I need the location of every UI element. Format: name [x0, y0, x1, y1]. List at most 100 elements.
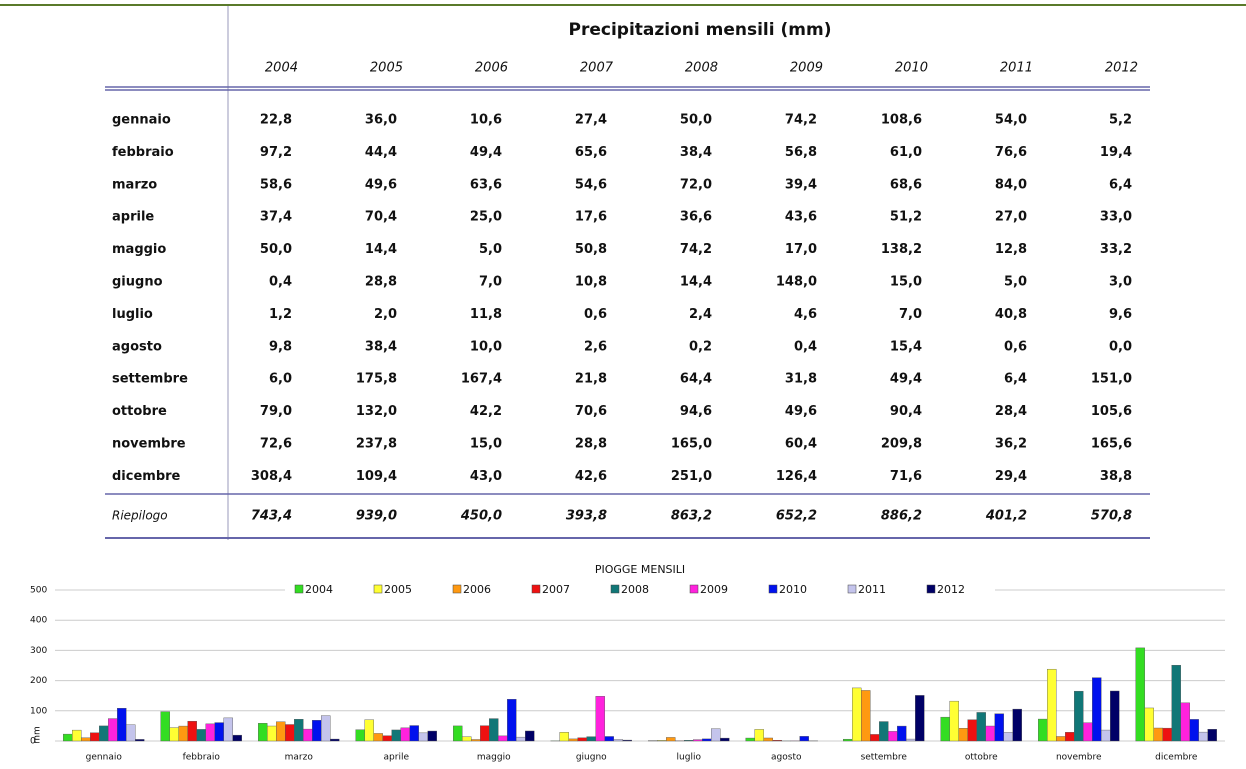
cell-value: 49,4 — [470, 145, 502, 160]
cell-value: 40,8 — [995, 307, 1027, 322]
cell-value: 251,0 — [671, 469, 712, 484]
bar — [63, 733, 73, 742]
bar — [1065, 732, 1075, 742]
bar — [72, 729, 82, 742]
cell-value: 65,6 — [575, 145, 607, 160]
bar — [657, 740, 667, 742]
bar — [267, 725, 277, 742]
cell-value: 308,4 — [251, 469, 292, 484]
bar — [711, 728, 721, 742]
cell-value: 58,6 — [260, 177, 292, 192]
cell-value: 37,4 — [260, 210, 292, 225]
bar — [843, 738, 853, 742]
cell-value: 74,2 — [785, 113, 817, 128]
bar — [214, 722, 224, 742]
cell-value: 27,4 — [575, 113, 607, 128]
cell-value: 50,8 — [575, 242, 607, 257]
bar — [223, 717, 233, 742]
bar — [994, 713, 1004, 742]
cell-value: 17,0 — [785, 242, 817, 257]
x-tick-label: febbraio — [183, 753, 221, 763]
bar — [958, 728, 968, 742]
bar — [471, 739, 481, 742]
cell-value: 2,6 — [584, 339, 607, 354]
bar — [604, 736, 614, 742]
cell-value: 9,8 — [269, 339, 292, 354]
bar — [90, 732, 100, 742]
column-header: 2011 — [1000, 61, 1033, 76]
summary-value: 863,2 — [671, 509, 712, 524]
row-label: novembre — [112, 437, 186, 452]
cell-value: 72,6 — [260, 437, 292, 452]
bar — [1074, 690, 1084, 742]
cell-value: 97,2 — [260, 145, 292, 160]
cell-value: 108,6 — [881, 113, 922, 128]
bar — [391, 729, 401, 742]
bar — [577, 737, 587, 742]
legend-label: 2012 — [937, 583, 965, 596]
cell-value: 49,6 — [785, 404, 817, 419]
bar — [586, 736, 596, 742]
bar — [1189, 719, 1199, 742]
bar — [187, 720, 197, 742]
cell-value: 6,0 — [269, 372, 292, 387]
cell-value: 5,0 — [1004, 275, 1027, 290]
row-label: dicembre — [112, 469, 181, 484]
cell-value: 15,0 — [470, 437, 502, 452]
row-label: febbraio — [112, 145, 174, 160]
bar — [684, 740, 694, 742]
row-label: giugno — [112, 275, 163, 290]
cell-value: 42,6 — [575, 469, 607, 484]
y-axis-label: mm — [33, 726, 43, 744]
cell-value: 70,4 — [365, 210, 397, 225]
x-tick-label: dicembre — [1155, 753, 1198, 763]
bar — [108, 718, 118, 742]
bar — [160, 711, 170, 742]
bar — [525, 730, 535, 742]
cell-value: 36,0 — [365, 113, 397, 128]
bar — [622, 739, 632, 742]
bar — [1101, 729, 1111, 742]
bar — [1180, 702, 1190, 742]
cell-value: 3,0 — [1109, 275, 1132, 290]
bar — [559, 732, 569, 742]
bar — [693, 739, 703, 742]
bar — [1153, 727, 1163, 742]
bar — [427, 730, 437, 742]
cell-value: 28,8 — [365, 275, 397, 290]
cell-value: 167,4 — [461, 372, 502, 387]
cell-value: 36,2 — [995, 437, 1027, 452]
cell-value: 39,4 — [785, 177, 817, 192]
bar — [879, 721, 889, 742]
cell-value: 54,6 — [575, 177, 607, 192]
summary-value: 886,2 — [881, 509, 922, 524]
legend-swatch — [373, 584, 383, 594]
cell-value: 138,2 — [881, 242, 922, 257]
cell-value: 0,2 — [689, 339, 712, 354]
bar — [799, 736, 809, 742]
cell-value: 54,0 — [995, 113, 1027, 128]
cell-value: 43,0 — [470, 469, 502, 484]
cell-value: 60,4 — [785, 437, 817, 452]
legend-label: 2006 — [463, 583, 491, 596]
summary-value: 401,2 — [985, 509, 1027, 524]
cell-value: 4,6 — [794, 307, 817, 322]
row-label: settembre — [112, 372, 188, 387]
legend-label: 2009 — [700, 583, 728, 596]
cell-value: 71,6 — [890, 469, 922, 484]
legend-box — [285, 580, 995, 598]
column-header: 2009 — [790, 61, 823, 76]
legend-swatch — [768, 584, 778, 594]
bar — [1012, 708, 1022, 742]
legend-label: 2011 — [858, 583, 886, 596]
cell-value: 64,4 — [680, 372, 712, 387]
bar — [1038, 718, 1048, 742]
bar — [745, 737, 755, 742]
bar — [169, 727, 179, 742]
cell-value: 28,4 — [995, 404, 1027, 419]
row-label: aprile — [112, 210, 154, 225]
cell-value: 6,4 — [1004, 372, 1027, 387]
cell-value: 14,4 — [365, 242, 397, 257]
cell-value: 7,0 — [479, 275, 502, 290]
cell-value: 15,4 — [890, 339, 922, 354]
